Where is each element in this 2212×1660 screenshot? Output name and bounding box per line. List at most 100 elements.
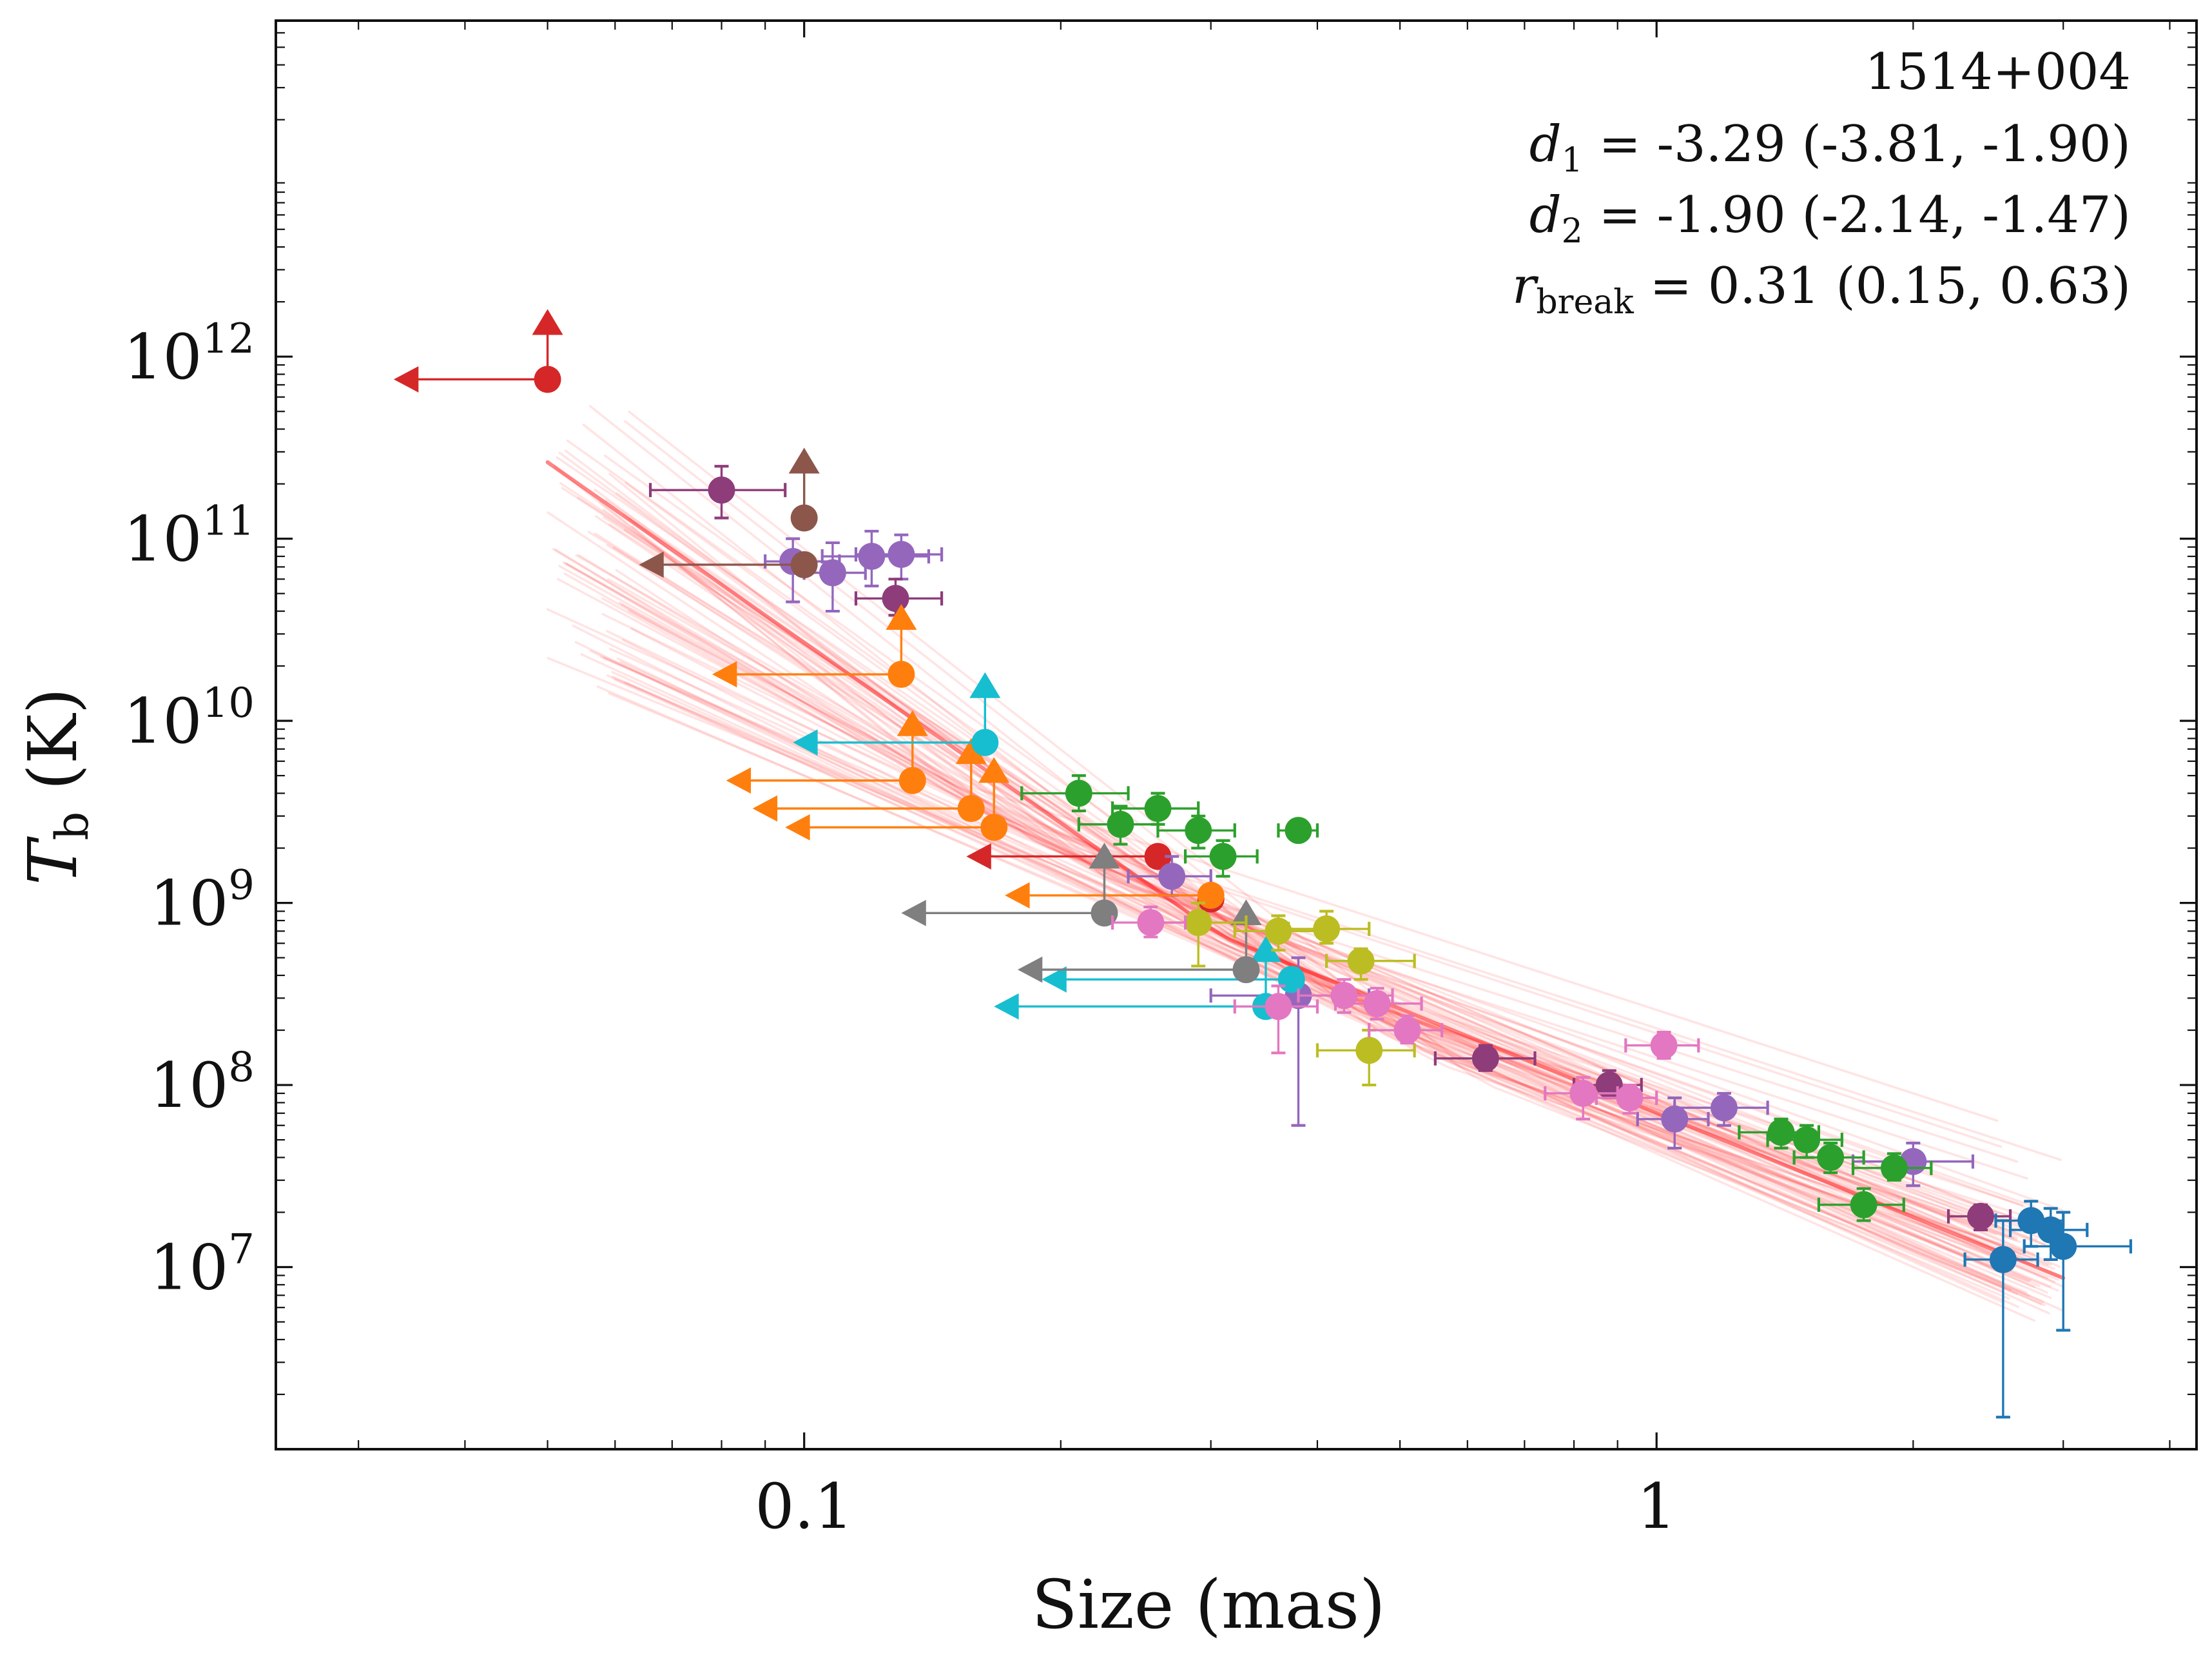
fit-sample-line bbox=[616, 657, 2036, 1322]
point-marker bbox=[1880, 1154, 1908, 1182]
plot-frame bbox=[275, 19, 2198, 1450]
fit-sample-line bbox=[603, 509, 2035, 1208]
data-points bbox=[393, 309, 2133, 1419]
point-marker bbox=[1065, 779, 1092, 807]
data-point bbox=[854, 533, 944, 581]
fit-sample-line bbox=[616, 492, 2048, 1294]
rbreak-value: = 0.31 (0.15, 0.63) bbox=[1634, 257, 2131, 315]
point-marker bbox=[1989, 1245, 2017, 1273]
fit-median-line bbox=[545, 460, 2066, 1280]
data-point bbox=[1277, 817, 1319, 845]
tb-lower-limit-arrow bbox=[1250, 936, 1281, 962]
data-point bbox=[752, 738, 987, 823]
fit-sample-line bbox=[554, 548, 2022, 1256]
point-marker bbox=[1767, 1118, 1795, 1146]
y-axis-label-unit: (K) bbox=[14, 688, 92, 812]
fit-sample-line bbox=[612, 546, 2013, 1263]
y-tick-label-base: 10 bbox=[123, 503, 202, 576]
x-tick-label: 0.1 bbox=[755, 1470, 853, 1543]
data-point bbox=[1325, 947, 1416, 981]
point-marker bbox=[1144, 795, 1172, 823]
fit-sample-line bbox=[566, 439, 2037, 1268]
data-point bbox=[1017, 899, 1262, 984]
fit-sample-line bbox=[588, 405, 2062, 1246]
data-point bbox=[393, 309, 563, 393]
d1-value: = -3.29 (-3.81, -1.90) bbox=[1583, 115, 2131, 173]
fit-sample-line bbox=[594, 488, 2032, 1282]
data-point bbox=[854, 578, 944, 617]
fit-sample-line bbox=[615, 569, 1998, 1215]
y-axis-label-subscript: b bbox=[46, 812, 99, 841]
data-point bbox=[1297, 978, 1394, 1014]
source-name: 1514+004 bbox=[1865, 43, 2131, 101]
y-tick-label-exponent: 12 bbox=[202, 315, 255, 363]
series-gray bbox=[901, 843, 1262, 984]
size-upper-limit-arrow bbox=[994, 993, 1019, 1020]
point-marker bbox=[858, 543, 886, 571]
d2-subscript: 2 bbox=[1562, 212, 1583, 251]
y-tick-label: 109 bbox=[150, 862, 255, 940]
point-marker bbox=[1285, 817, 1312, 845]
fit-sample-line bbox=[565, 563, 2025, 1263]
point-marker bbox=[882, 585, 909, 612]
tb-lower-limit-arrow bbox=[897, 710, 928, 736]
y-tick-label: 1012 bbox=[123, 315, 255, 393]
fit-sample-line bbox=[618, 601, 1997, 1236]
data-point bbox=[1851, 1152, 1933, 1182]
point-marker bbox=[1616, 1084, 1644, 1111]
series-green bbox=[1020, 774, 1933, 1222]
data-point bbox=[820, 529, 931, 588]
series-pink bbox=[1111, 905, 1700, 1121]
point-marker bbox=[534, 366, 561, 393]
tb-lower-limit-arrow bbox=[978, 757, 1010, 783]
y-tick-label-base: 10 bbox=[123, 685, 202, 757]
point-marker bbox=[898, 767, 926, 794]
x-tick-label: 1 bbox=[1637, 1470, 1676, 1543]
data-point bbox=[1005, 881, 1225, 909]
data-point bbox=[785, 757, 1010, 841]
point-marker bbox=[1185, 909, 1212, 937]
series-blue bbox=[1963, 1200, 2133, 1419]
point-marker bbox=[708, 476, 735, 504]
fit-sample-line bbox=[603, 454, 2012, 1291]
fit-sample-line bbox=[608, 473, 2028, 1180]
size-upper-limit-arrow bbox=[752, 795, 778, 822]
data-point bbox=[726, 710, 928, 794]
fit-sample-line bbox=[582, 424, 2052, 1288]
y-tick-label-exponent: 10 bbox=[202, 679, 255, 727]
data-point bbox=[901, 843, 1120, 927]
point-marker bbox=[1158, 863, 1186, 890]
size-upper-limit-arrow bbox=[901, 899, 926, 926]
data-point bbox=[1624, 1031, 1700, 1060]
size-upper-limit-arrow bbox=[639, 551, 664, 578]
tb-lower-limit-arrow bbox=[1230, 899, 1262, 926]
point-marker bbox=[1347, 947, 1375, 975]
point-marker bbox=[1185, 817, 1212, 845]
tb-lower-limit-arrow bbox=[955, 738, 987, 765]
point-marker bbox=[1363, 990, 1391, 1017]
data-point bbox=[1433, 1044, 1537, 1072]
fit-sample-line bbox=[605, 499, 2021, 1244]
fit-sample-line bbox=[599, 500, 2049, 1266]
y-tick-label-exponent: 9 bbox=[228, 862, 255, 910]
y-tick-label-exponent: 8 bbox=[228, 1044, 255, 1091]
data-point bbox=[712, 604, 917, 688]
y-tick-label-base: 10 bbox=[150, 1232, 228, 1304]
tb-lower-limit-arrow bbox=[532, 309, 563, 335]
y-tick-label: 1011 bbox=[123, 498, 255, 576]
point-marker bbox=[1355, 1037, 1383, 1064]
size-upper-limit-arrow bbox=[793, 729, 818, 756]
data-point bbox=[1127, 855, 1212, 897]
data-point bbox=[1233, 984, 1319, 1055]
data-point bbox=[1636, 1096, 1710, 1150]
point-marker bbox=[1091, 899, 1118, 927]
point-marker bbox=[1197, 881, 1225, 909]
fit-sample-line bbox=[622, 513, 2062, 1161]
fit-sample-line bbox=[606, 630, 2061, 1278]
size-upper-limit-arrow bbox=[726, 767, 752, 794]
y-tick-label-base: 10 bbox=[150, 1050, 228, 1122]
fit-sample-line bbox=[611, 675, 2036, 1257]
point-marker bbox=[1393, 1017, 1421, 1044]
fit-sample-line bbox=[624, 482, 2010, 1300]
